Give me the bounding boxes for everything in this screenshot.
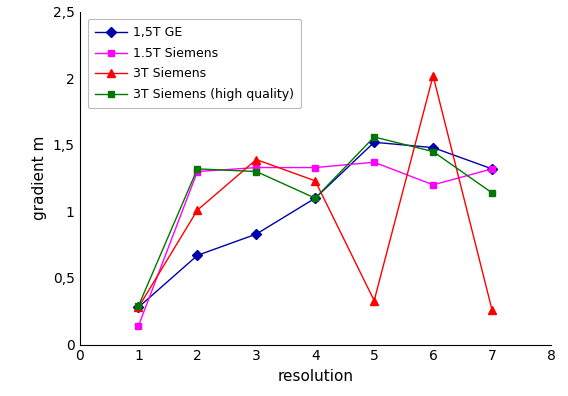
X-axis label: resolution: resolution (277, 369, 353, 384)
Y-axis label: gradient m: gradient m (32, 136, 47, 221)
Legend: 1,5T GE, 1.5T Siemens, 3T Siemens, 3T Siemens (high quality): 1,5T GE, 1.5T Siemens, 3T Siemens, 3T Si… (88, 19, 302, 109)
3T Siemens (194, 208, 201, 213)
1,5T GE (430, 145, 437, 150)
Line: 1.5T Siemens: 1.5T Siemens (135, 159, 495, 329)
Line: 3T Siemens: 3T Siemens (134, 72, 496, 314)
1.5T Siemens (371, 160, 378, 165)
1.5T Siemens (194, 169, 201, 174)
3T Siemens (high quality) (253, 169, 260, 174)
3T Siemens (high quality) (430, 149, 437, 154)
1,5T GE (135, 305, 142, 310)
1.5T Siemens (253, 165, 260, 170)
3T Siemens (high quality) (194, 166, 201, 171)
1,5T GE (194, 253, 201, 258)
3T Siemens (488, 308, 495, 312)
1,5T GE (371, 140, 378, 145)
Line: 1,5T GE: 1,5T GE (135, 139, 495, 311)
Line: 3T Siemens (high quality): 3T Siemens (high quality) (135, 133, 495, 309)
3T Siemens (430, 73, 437, 78)
3T Siemens (135, 305, 142, 310)
3T Siemens (high quality) (488, 190, 495, 195)
3T Siemens (high quality) (371, 135, 378, 139)
1,5T GE (488, 166, 495, 171)
1.5T Siemens (312, 165, 319, 170)
3T Siemens (312, 179, 319, 183)
3T Siemens (253, 157, 260, 162)
1.5T Siemens (488, 166, 495, 171)
1,5T GE (312, 196, 319, 200)
3T Siemens (high quality) (135, 304, 142, 308)
1,5T GE (253, 232, 260, 236)
3T Siemens (371, 298, 378, 303)
1.5T Siemens (430, 183, 437, 187)
1.5T Siemens (135, 324, 142, 328)
3T Siemens (high quality) (312, 196, 319, 200)
